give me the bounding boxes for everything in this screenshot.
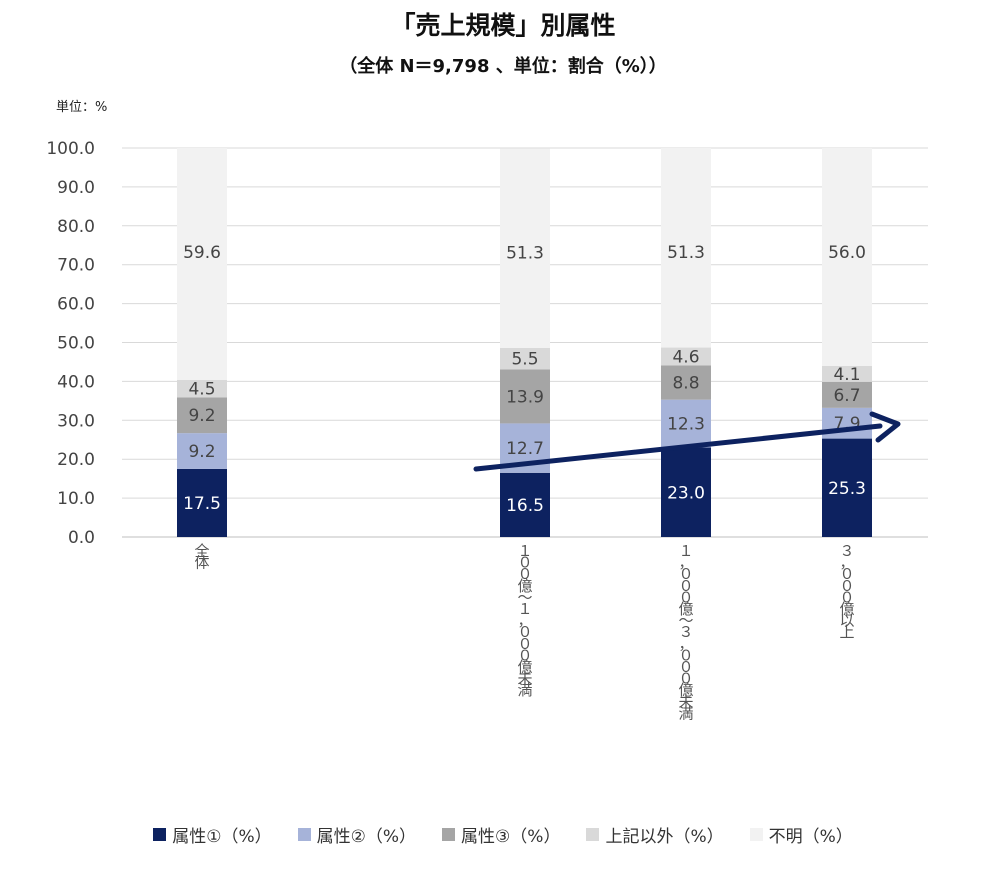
data-label: 16.5 [506, 496, 544, 516]
x-tick-label: １００億～１，０００億未満 [517, 542, 532, 699]
data-label: 23.0 [667, 483, 705, 503]
x-tick-label: １，０００億～３，０００億未満 [678, 542, 693, 722]
legend-item: 属性②（%） [297, 822, 417, 847]
y-tick-label: 60.0 [57, 295, 95, 315]
bar-segment [177, 468, 227, 537]
data-label: 12.7 [506, 439, 544, 459]
legend-item: 上記以外（%） [586, 822, 724, 847]
bar-segment [822, 381, 872, 408]
data-labels: 17.5 9.2 9.2 4.5 59.6 16.5 12.7 13.9 5.5 51.3 23.0… [183, 243, 866, 516]
y-tick-label: 70.0 [57, 256, 95, 276]
legend-swatch [297, 828, 311, 841]
y-tick-label: 20.0 [57, 450, 95, 470]
legend-swatch [153, 828, 167, 841]
x-axis-labels: 全体 １００億～１，０００億未満 １，０００億～３，０００億未満 ３，０００億以上 [194, 542, 854, 722]
legend-swatch [586, 828, 600, 841]
bar-segment [177, 148, 227, 380]
data-label: 5.5 [511, 350, 538, 370]
bar-segment [661, 365, 711, 400]
data-label: 13.9 [506, 387, 544, 407]
bar-segment [822, 148, 872, 366]
chart-subtitle: （全体 N＝9,798 、単位：割合（%）） [339, 56, 667, 77]
legend-item: 不明（%） [749, 822, 853, 847]
bar-segment [661, 148, 711, 348]
data-label: 56.0 [828, 243, 866, 263]
bar-segment [177, 397, 227, 434]
x-tick-label: 全体 [194, 542, 209, 572]
legend-swatch [442, 828, 456, 841]
legend-item: 属性③（%） [442, 822, 560, 847]
trend-arrow-line [473, 423, 883, 472]
legend-label: 属性①（%） [172, 827, 272, 847]
bar-segment [822, 438, 872, 537]
legend-label: 上記以外（%） [605, 827, 724, 847]
bar-segment [177, 379, 227, 398]
x-tick-label: ３，０００億以上 [839, 542, 854, 641]
y-tick-label: 10.0 [57, 489, 95, 509]
data-label: 12.3 [667, 415, 705, 435]
y-tick-label: 50.0 [57, 334, 95, 354]
bar-segment [500, 472, 550, 537]
data-label: 51.3 [667, 243, 705, 263]
data-label: 9.2 [188, 406, 215, 426]
y-tick-label: 80.0 [57, 217, 95, 237]
data-label: 25.3 [828, 479, 866, 499]
y-axis-ticks: 100.0 90.0 80.0 70.0 60.0 50.0 40.0 30.0 20.0 10.… [46, 139, 95, 548]
bar-segment [661, 447, 711, 537]
legend-item: 属性①（%） [153, 822, 272, 847]
bar-segment [822, 365, 872, 382]
legend: 属性①（%） 属性②（%） 属性③（%） 上記以外（%） 不明（%） [0, 822, 1006, 847]
y-tick-label: 100.0 [46, 139, 95, 159]
trend-arrow-layer [473, 411, 901, 472]
unit-label: 単位：% [56, 100, 108, 115]
bar-segment [661, 347, 711, 366]
legend-label: 不明（%） [768, 827, 853, 847]
bar-segment [177, 433, 227, 469]
y-tick-label: 90.0 [57, 178, 95, 198]
y-tick-label: 40.0 [57, 372, 95, 392]
data-label: 9.2 [188, 442, 215, 462]
data-label: 51.3 [506, 243, 544, 263]
legend-label: 属性③（%） [461, 827, 561, 847]
bar-segment [500, 148, 550, 348]
trend-arrow-head [869, 411, 901, 443]
data-label: 4.5 [188, 380, 215, 400]
data-label: 8.8 [672, 374, 699, 394]
bars [177, 148, 872, 537]
data-label: 59.6 [183, 243, 221, 263]
data-label: 4.6 [672, 348, 699, 368]
bar-segment [500, 347, 550, 370]
data-label: 17.5 [183, 494, 221, 514]
chart-title: 「売上規模」別属性 [390, 11, 616, 40]
data-label: 6.7 [833, 386, 860, 406]
data-label: 4.1 [833, 365, 860, 385]
legend-swatch [749, 828, 763, 841]
y-tick-label: 30.0 [57, 411, 95, 431]
bar-segment [500, 369, 550, 424]
bar-segment [661, 399, 711, 448]
y-tick-label: 0.0 [68, 528, 95, 548]
legend-label: 属性②（%） [316, 827, 417, 847]
